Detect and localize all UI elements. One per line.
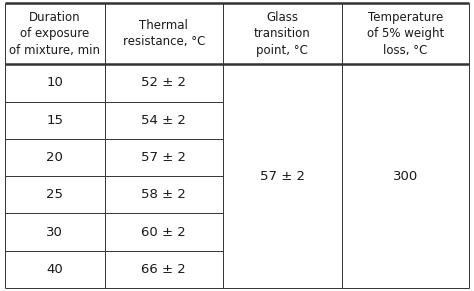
Text: 10: 10 [46, 77, 63, 89]
Text: 58 ± 2: 58 ± 2 [141, 188, 186, 201]
Text: 60 ± 2: 60 ± 2 [141, 226, 186, 239]
Text: 300: 300 [393, 170, 418, 183]
Text: 15: 15 [46, 114, 63, 127]
Text: Duration
of exposure
of mixture, min: Duration of exposure of mixture, min [9, 10, 100, 56]
Text: Temperature
of 5% weight
loss, °C: Temperature of 5% weight loss, °C [367, 10, 444, 56]
Text: 52 ± 2: 52 ± 2 [141, 77, 186, 89]
Text: 54 ± 2: 54 ± 2 [141, 114, 186, 127]
Text: 20: 20 [46, 151, 63, 164]
Text: Glass
transition
point, °C: Glass transition point, °C [254, 10, 310, 56]
Text: 25: 25 [46, 188, 63, 201]
Text: 57 ± 2: 57 ± 2 [260, 170, 305, 183]
Text: 40: 40 [46, 263, 63, 276]
Text: 57 ± 2: 57 ± 2 [141, 151, 186, 164]
Text: 66 ± 2: 66 ± 2 [141, 263, 186, 276]
Text: 30: 30 [46, 226, 63, 239]
Text: Thermal
resistance, °C: Thermal resistance, °C [123, 19, 205, 48]
